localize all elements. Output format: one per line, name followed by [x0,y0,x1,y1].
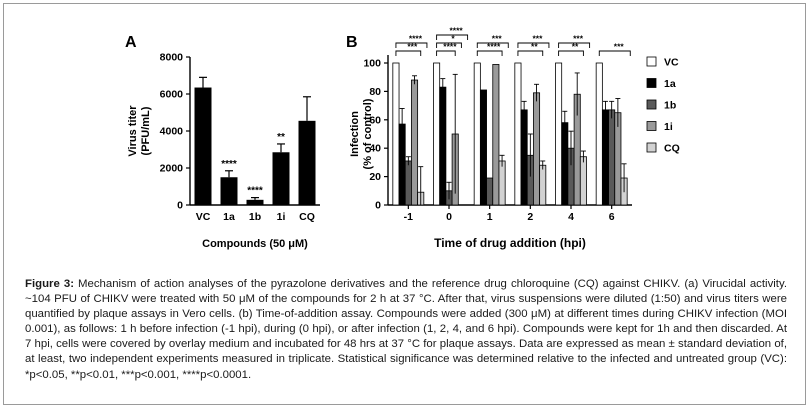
panel-b-significance-bracket [558,42,591,48]
panel-b-x-axis-title: Time of drug addition (hpi) [434,236,586,250]
panel-b-significance-bracket [517,50,544,56]
panel-b-bar-CQ [539,164,547,206]
panel-a-significance-label: ** [277,132,285,143]
panel-b-y-tick-label: 40 [369,143,381,155]
panel-b-legend-label: 1i [664,121,673,133]
panel-a-x-tick-label: VC [196,211,211,223]
panel-b-significance-bracket [476,50,503,56]
panel-b-y-tick-label: 0 [375,200,381,212]
panel-b-significance-label: ** [531,42,538,52]
panel-b-legend-swatch-1i [646,121,657,131]
panel-a-significance-label: **** [247,186,263,197]
panel-b-x-tick-label: 1 [487,211,493,223]
panel-a-bar-1i [272,152,290,205]
panel-a-y-tick-label: 8000 [160,52,184,64]
panel-a-y-tick-label: 0 [177,200,183,212]
panel-b-bar-1a [439,86,447,206]
panel-b-significance-label: **** [487,42,501,52]
panel-b-bar-1a [601,109,609,206]
panel-b-legend-swatch-CQ [646,142,657,153]
panel-b-legend-label: CQ [664,143,680,155]
panel-a-x-tick-label: 1i [277,211,286,223]
panel-b-significance-label: *** [532,34,543,44]
panel-b-legend-label: 1b [664,100,676,112]
panel-a-bar-1b [246,199,264,205]
panel-a-y-tick-label: 4000 [160,126,184,138]
panel-b-bar-1i [492,64,500,206]
caption-label: Figure 3: [25,278,74,290]
panel-b-significance-bracket [436,42,462,48]
panel-a-letter: A [125,34,137,51]
panel-b-letter: B [346,34,358,51]
panel-b-bar-1b [608,109,616,206]
panel-b-y-axis-title: Infection(% of control) [349,98,374,169]
panel-b-x-tick-label: 2 [527,211,533,223]
panel-b-significance-label: **** [443,42,457,52]
panel-a-x-tick-label: CQ [299,211,315,223]
panel-b-x-tick-label: 6 [609,211,615,223]
panel-b-significance-bracket [476,42,509,48]
panel-b-grouped-bar-chart: B 0 20 40 60 80 100 Infection(% of control) -1 0 1… [346,26,680,251]
panel-b-bar-1a [479,89,487,206]
panel-b-bar-VC [555,62,563,206]
panel-b-legend-swatch-1a [646,78,657,88]
panel-a-x-tick-label: 1a [223,211,235,223]
panel-b-bar-VC [433,62,441,206]
panel-b-significance-label: *** [492,34,503,44]
panel-b-bar-1a [520,109,528,206]
panel-b-x-tick-label: 0 [446,211,452,223]
panel-b-bar-VC [392,62,400,206]
panel-b-significance-label: *** [573,34,584,44]
panel-b-y-tick-label: 100 [363,58,381,70]
panel-a-x-axis-title: Compounds (50 μM) [202,238,308,250]
panel-b-significance-bracket [598,50,631,56]
panel-a-y-tick-label: 6000 [160,89,184,101]
panel-a-significance-label: **** [221,159,237,170]
panel-b-significance-label: *** [407,42,418,52]
panel-b-x-tick-label: -1 [404,211,413,223]
panel-a-bar-chart: A 0 2000 4000 6000 8000 Virus titer(PFU/mL) VC *… [125,34,320,250]
panel-b-significance-bracket [517,42,550,48]
panel-b-legend-label: 1a [664,78,676,90]
panel-b-significance-bracket [395,50,422,56]
panel-b-y-tick-label: 60 [369,114,381,126]
panel-b-legend-swatch-1b [646,99,657,110]
panel-b-significance-bracket [436,34,469,40]
panel-b-bar-1i [533,92,541,206]
panel-b-significance-bracket [436,50,456,56]
panel-b-x-tick-label: 4 [568,211,574,223]
panel-a-y-tick-label: 2000 [160,163,184,175]
figure-caption: Figure 3: Mechanism of action analyses o… [25,277,787,383]
panel-b-bar-1a [561,122,569,206]
panel-b-significance-label: **** [449,26,463,36]
panel-b-bar-1b [486,177,494,206]
panel-b-y-tick-label: 80 [369,86,381,98]
panel-b-significance-label: *** [614,42,625,52]
figure-frame [3,3,806,405]
panel-b-bar-CQ [498,160,506,206]
panel-b-legend-swatch-VC [646,56,657,67]
caption-text: Mechanism of action analyses of the pyra… [25,278,787,381]
panel-b-significance-bracket [558,50,584,56]
panel-a-y-axis-title: Virus titer(PFU/mL) [127,105,152,157]
panel-b-significance-label: ** [572,42,579,52]
panel-a-x-tick-label: 1b [249,211,261,223]
panel-a-bar-VC [194,87,212,205]
panel-b-legend-label: VC [664,57,679,69]
panel-b-significance-label: **** [409,34,423,44]
panel-b-bar-CQ [579,156,587,206]
panel-b-bar-1i [411,79,419,206]
panel-b-y-tick-label: 20 [369,171,381,183]
panel-a-bar-CQ [298,120,316,205]
panel-a-bar-1a [220,177,238,205]
panel-b-significance-label: * [451,34,455,44]
panel-b-bar-VC [514,62,522,206]
panel-b-bar-VC [595,62,603,206]
panel-b-bar-1b [404,160,412,206]
panel-b-significance-bracket [395,42,428,48]
panel-b-bar-VC [473,62,481,206]
